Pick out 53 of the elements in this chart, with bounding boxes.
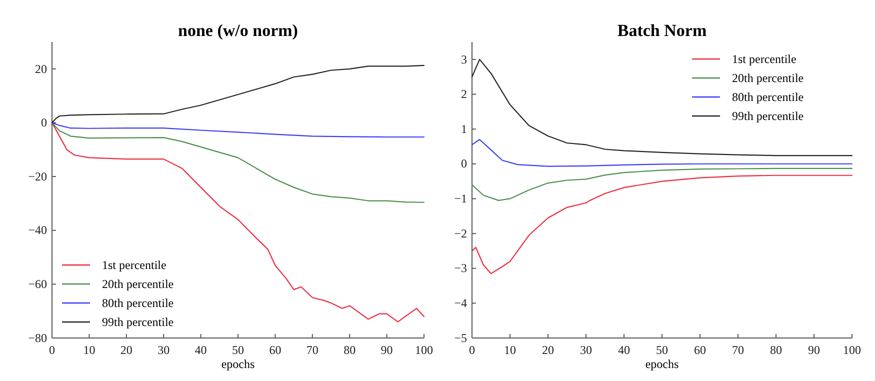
y-tick-label: −20 xyxy=(28,169,47,184)
y-tick-label: 0 xyxy=(461,156,467,171)
y-tick-label: 0 xyxy=(41,116,47,130)
line-series xyxy=(471,168,853,201)
x-tick-label: 40 xyxy=(194,343,207,358)
x-tick-label: 70 xyxy=(306,343,318,358)
y-tick-label: −60 xyxy=(28,277,47,292)
y-tick-label: 20 xyxy=(35,62,47,76)
y-tick-label: −1 xyxy=(454,192,467,206)
x-tick-label: 40 xyxy=(618,343,630,358)
y-tick-label: −5 xyxy=(454,330,467,345)
line-series xyxy=(471,138,853,167)
x-tick-label: 30 xyxy=(580,343,592,358)
y-tick-label: 1 xyxy=(461,122,467,136)
x-tick-label: 100 xyxy=(843,343,861,358)
x-tick-label: 100 xyxy=(415,343,433,358)
legend-label: 99th percentile xyxy=(102,315,174,329)
x-tick-label: 70 xyxy=(732,343,744,358)
x-tick-label: 80 xyxy=(344,343,356,358)
line-series xyxy=(471,174,853,274)
legend-label: 80th percentile xyxy=(732,90,804,104)
x-tick-label: 20 xyxy=(542,343,554,358)
x-tick-label: 30 xyxy=(158,343,170,358)
x-tick-label: 60 xyxy=(694,343,706,358)
x-tick-label: 80 xyxy=(770,343,782,358)
line-series xyxy=(51,122,425,203)
y-tick-label: 2 xyxy=(461,87,467,102)
x-axis-title: epochs xyxy=(645,357,679,371)
x-tick-label: 60 xyxy=(269,343,282,358)
y-tick-label: −40 xyxy=(28,223,47,238)
x-tick-label: 20 xyxy=(120,343,132,358)
legend-label: 20th percentile xyxy=(102,277,174,291)
line-series xyxy=(51,64,425,124)
legend-label: 99th percentile xyxy=(732,109,804,123)
y-tick-label: 3 xyxy=(461,52,467,66)
x-axis-title: epochs xyxy=(221,357,255,371)
chart-title: Batch Norm xyxy=(617,21,707,40)
x-tick-label: 50 xyxy=(232,343,244,358)
y-tick-label: −4 xyxy=(454,296,467,310)
x-tick-label: 10 xyxy=(83,343,96,358)
y-tick-label: −2 xyxy=(454,226,467,240)
x-tick-label: 50 xyxy=(656,343,668,358)
legend-label: 80th percentile xyxy=(102,296,174,310)
x-tick-label: 90 xyxy=(380,343,393,358)
legend-label: 1st percentile xyxy=(732,52,796,66)
x-tick-label: 90 xyxy=(808,343,820,358)
x-tick-label: 10 xyxy=(504,343,516,358)
line-series xyxy=(51,122,425,138)
y-tick-label: −3 xyxy=(454,261,467,276)
legend-label: 20th percentile xyxy=(732,71,804,85)
y-tick-label: −80 xyxy=(28,330,47,345)
chart-title: none (w/o norm) xyxy=(178,21,298,40)
legend-label: 1st percentile xyxy=(102,258,166,272)
